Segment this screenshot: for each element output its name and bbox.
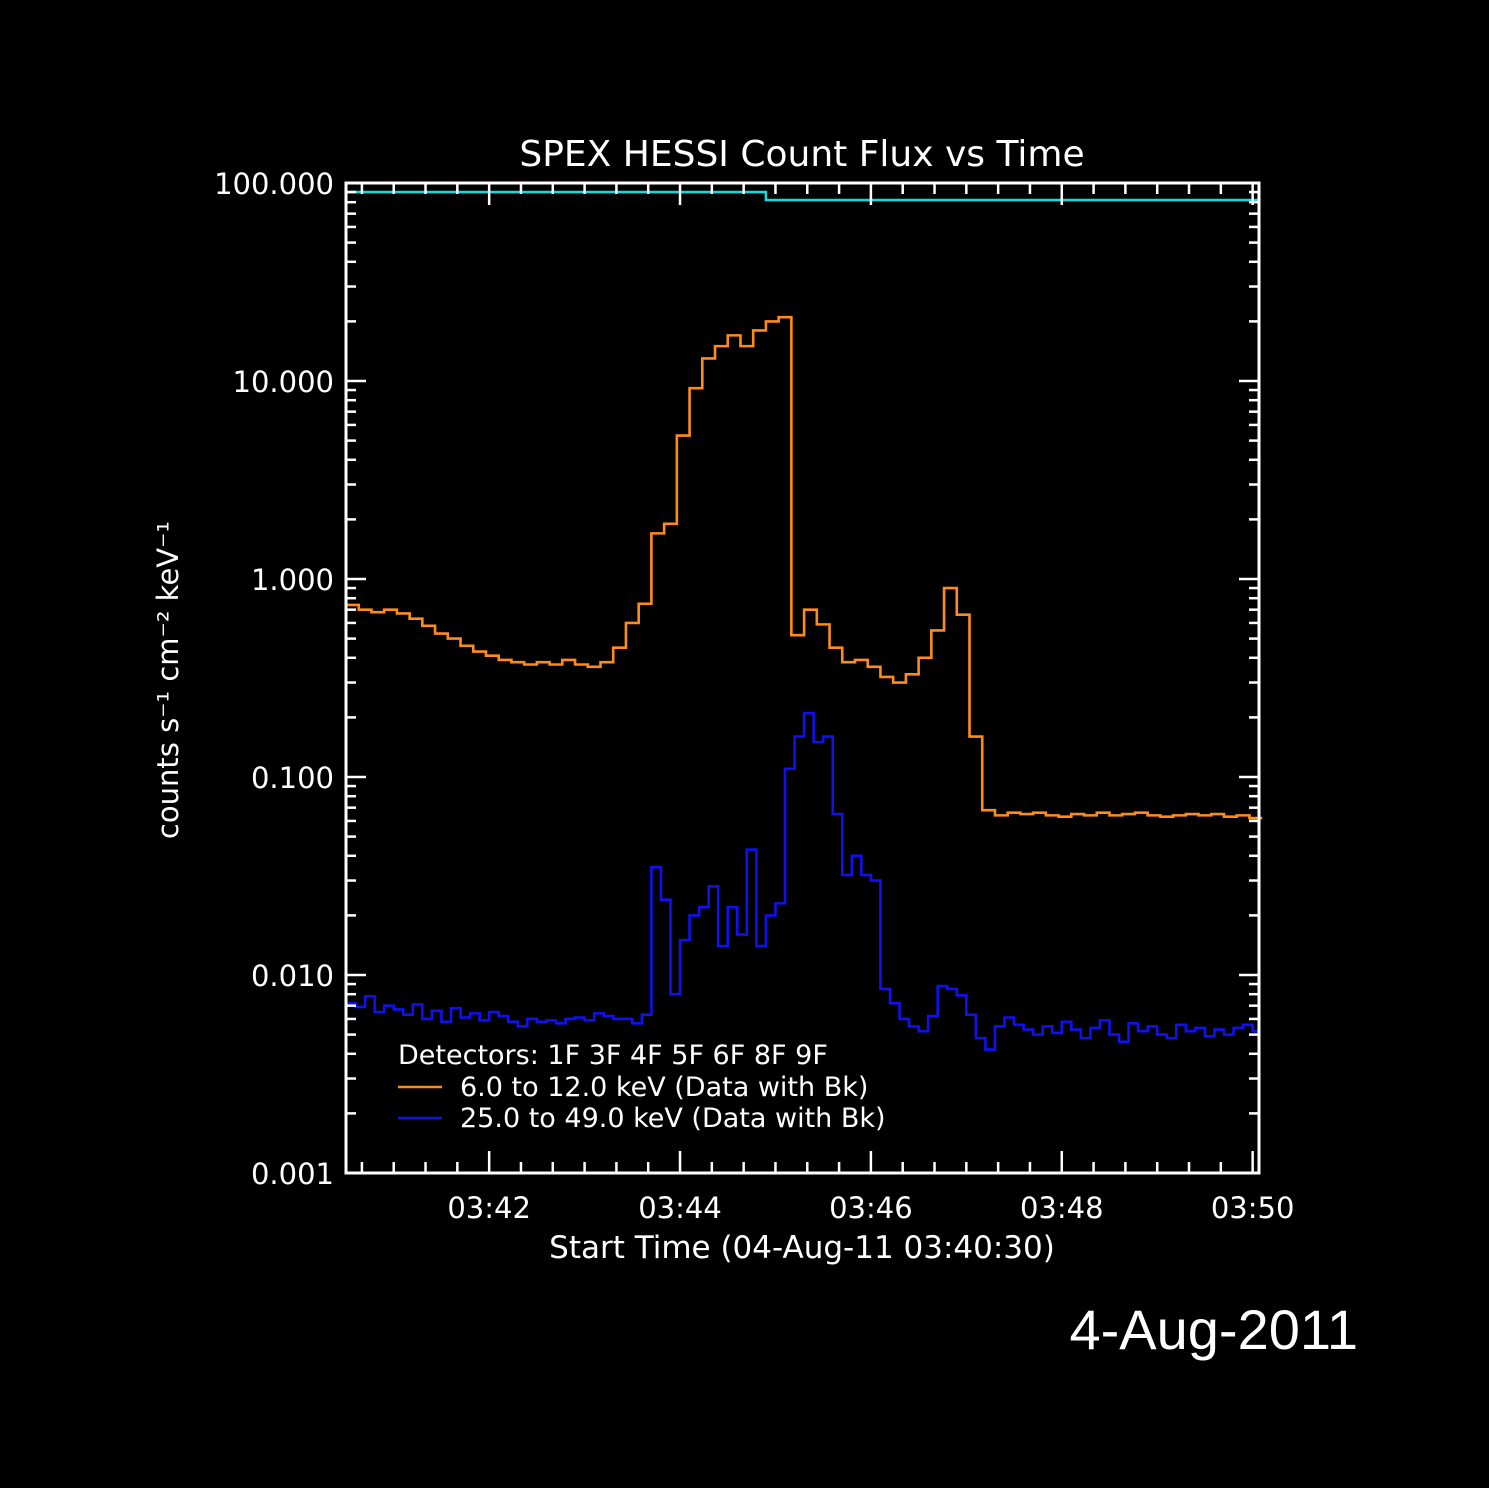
legend: Detectors: 1F 3F 4F 5F 6F 8F 9F 6.0 to 1…: [398, 1040, 886, 1134]
y-tick-label: 100.000: [214, 167, 334, 201]
series-layer: [344, 190, 1263, 1173]
series-line-1: [344, 711, 1261, 1173]
plot-frame: [344, 181, 1261, 1175]
y-tick-labels: 0.001 0.010 0.100 1.000 10.000 100.000: [214, 167, 334, 1191]
ticks-layer: [346, 183, 1259, 1173]
x-axis-label: Start Time (04-Aug-11 03:40:30): [549, 1230, 1055, 1266]
y-tick-label: 0.100: [251, 761, 334, 795]
series-line-0: [344, 315, 1263, 1035]
series-line-2: [346, 190, 1259, 202]
y-axis-label: counts s⁻¹ cm⁻² keV⁻¹: [151, 521, 185, 839]
x-tick-label: 03:50: [1211, 1191, 1295, 1225]
y-tick-label: 1.000: [251, 563, 334, 597]
y-tick-label: 10.000: [233, 365, 334, 399]
chart-title: SPEX HESSI Count Flux vs Time: [519, 134, 1084, 175]
x-tick-label: 03:42: [447, 1191, 531, 1225]
x-tick-label: 03:46: [829, 1191, 913, 1225]
legend-header: Detectors: 1F 3F 4F 5F 6F 8F 9F: [398, 1040, 828, 1071]
legend-entry-high-energy: 25.0 to 49.0 keV (Data with Bk): [460, 1103, 886, 1134]
x-tick-labels: 03:42 03:44 03:46 03:48 03:50: [447, 1191, 1294, 1225]
legend-entry-low-energy: 6.0 to 12.0 keV (Data with Bk): [460, 1072, 868, 1103]
x-tick-label: 03:44: [638, 1191, 722, 1225]
x-tick-label: 03:48: [1020, 1191, 1104, 1225]
y-tick-label: 0.010: [251, 959, 334, 993]
y-tick-label: 0.001: [251, 1157, 334, 1191]
date-annotation: 4-Aug-2011: [1069, 1298, 1358, 1361]
